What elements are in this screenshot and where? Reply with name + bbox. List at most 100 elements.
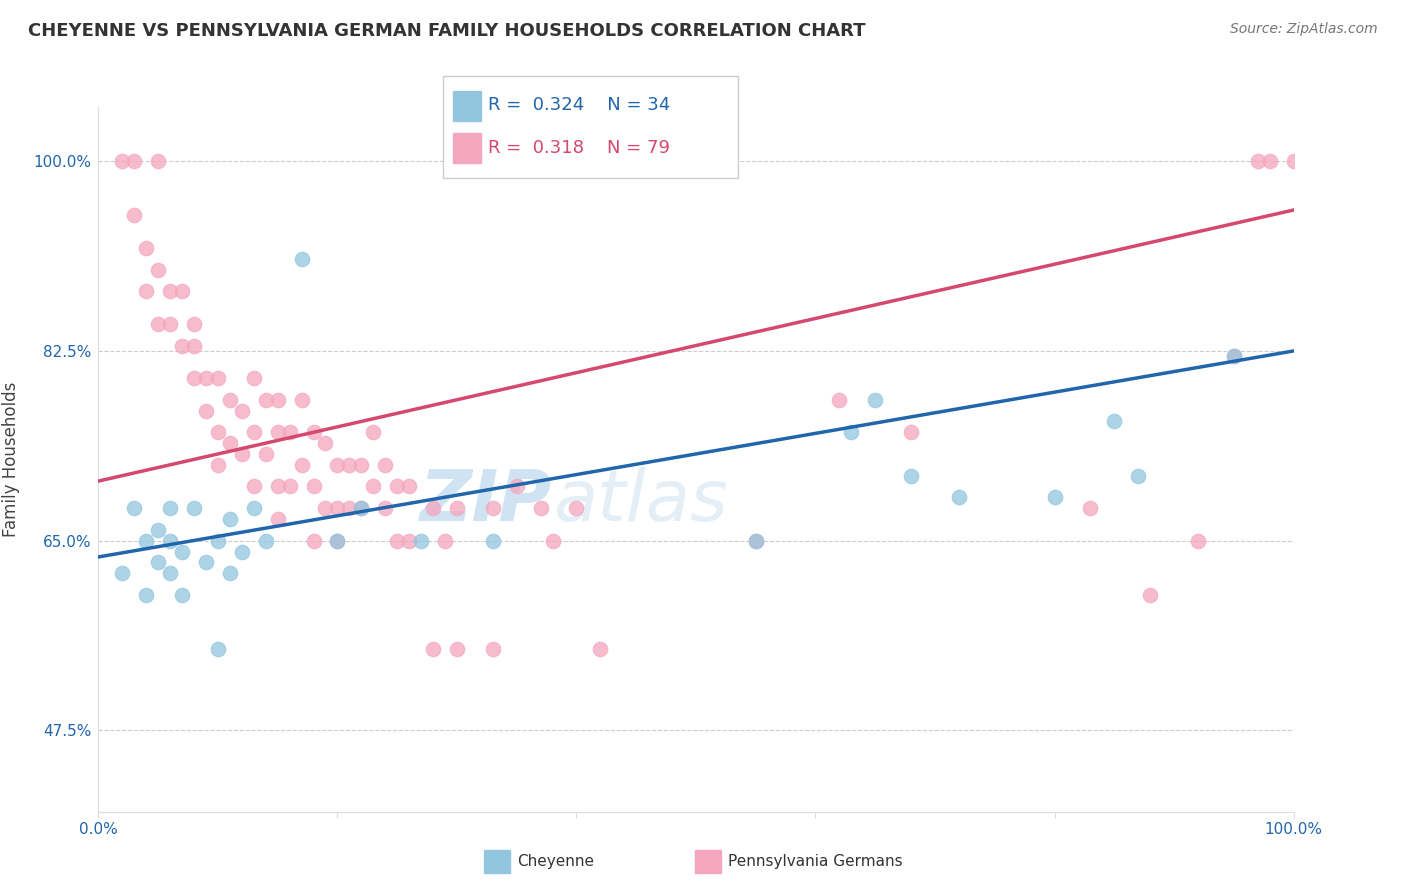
Point xyxy=(506,479,529,493)
Point xyxy=(207,642,229,657)
Point xyxy=(1258,154,1281,169)
Point xyxy=(482,501,505,516)
Point xyxy=(124,154,146,169)
Point xyxy=(135,588,157,602)
Point xyxy=(434,533,457,548)
Point xyxy=(243,501,266,516)
Point xyxy=(159,501,181,516)
Point xyxy=(315,436,337,450)
Point xyxy=(195,555,218,569)
Point xyxy=(326,533,349,548)
Point xyxy=(385,533,409,548)
Text: Cheyenne: Cheyenne xyxy=(517,855,595,869)
Point xyxy=(541,533,564,548)
Point xyxy=(172,588,194,602)
Text: Pennsylvania Germans: Pennsylvania Germans xyxy=(728,855,903,869)
Point xyxy=(363,425,385,440)
Point xyxy=(302,425,325,440)
Point xyxy=(374,458,396,472)
Point xyxy=(183,501,205,516)
Point xyxy=(339,458,361,472)
Point xyxy=(148,523,170,537)
Point xyxy=(398,533,420,548)
Point xyxy=(219,566,242,581)
Point xyxy=(1282,154,1305,169)
Point xyxy=(159,317,181,331)
Point xyxy=(948,491,970,505)
Text: R =  0.318    N = 79: R = 0.318 N = 79 xyxy=(488,139,669,157)
Point xyxy=(841,425,863,440)
Point xyxy=(267,392,290,407)
Text: ZIP: ZIP xyxy=(420,467,553,536)
Point xyxy=(267,425,290,440)
Point xyxy=(195,371,218,385)
Point xyxy=(865,392,887,407)
Point xyxy=(278,425,301,440)
Point xyxy=(207,371,229,385)
Point xyxy=(1104,414,1126,428)
Text: CHEYENNE VS PENNSYLVANIA GERMAN FAMILY HOUSEHOLDS CORRELATION CHART: CHEYENNE VS PENNSYLVANIA GERMAN FAMILY H… xyxy=(28,22,866,40)
Point xyxy=(398,479,420,493)
Point xyxy=(135,241,157,255)
Point xyxy=(339,501,361,516)
Point xyxy=(243,479,266,493)
Point xyxy=(124,501,146,516)
Point xyxy=(350,501,373,516)
Point xyxy=(291,392,314,407)
Point xyxy=(159,533,181,548)
Point xyxy=(267,479,290,493)
Point xyxy=(172,544,194,558)
Y-axis label: Family Households: Family Households xyxy=(1,382,20,537)
Point xyxy=(411,533,433,548)
Point xyxy=(231,544,253,558)
Point xyxy=(291,252,314,266)
Point xyxy=(254,533,277,548)
Point xyxy=(148,262,170,277)
Point xyxy=(900,425,922,440)
Point xyxy=(565,501,588,516)
Point xyxy=(159,285,181,299)
Point xyxy=(589,642,612,657)
Point xyxy=(745,533,768,548)
Point xyxy=(302,479,325,493)
Point xyxy=(219,392,242,407)
Point xyxy=(243,425,266,440)
Point xyxy=(267,512,290,526)
Point xyxy=(1128,468,1150,483)
Point xyxy=(385,479,409,493)
Point xyxy=(148,154,170,169)
Point xyxy=(900,468,922,483)
Point xyxy=(243,371,266,385)
Point xyxy=(254,392,277,407)
Point xyxy=(207,533,229,548)
Point xyxy=(159,566,181,581)
Point xyxy=(172,338,194,352)
Point xyxy=(482,642,505,657)
Point xyxy=(207,458,229,472)
Point xyxy=(482,533,505,548)
Point xyxy=(111,566,134,581)
Point xyxy=(124,209,146,223)
Point xyxy=(1080,501,1102,516)
Point xyxy=(530,501,553,516)
Point xyxy=(1247,154,1270,169)
Point xyxy=(374,501,396,516)
Point xyxy=(1223,350,1246,364)
Text: atlas: atlas xyxy=(553,467,727,536)
Point xyxy=(231,447,253,461)
Point xyxy=(315,501,337,516)
Point xyxy=(350,458,373,472)
Point xyxy=(183,338,205,352)
Point xyxy=(828,392,851,407)
Point xyxy=(278,479,301,493)
Point xyxy=(326,458,349,472)
Point xyxy=(326,533,349,548)
Point xyxy=(183,317,205,331)
Point xyxy=(135,285,157,299)
Point xyxy=(1223,350,1246,364)
Text: R =  0.324    N = 34: R = 0.324 N = 34 xyxy=(488,96,671,114)
Point xyxy=(350,501,373,516)
Point xyxy=(172,285,194,299)
Point xyxy=(219,512,242,526)
Point xyxy=(291,458,314,472)
